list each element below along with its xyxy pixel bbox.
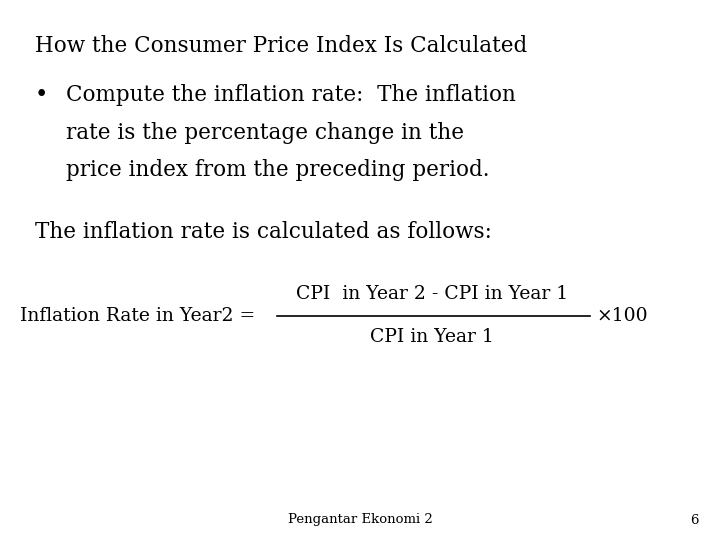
Text: Pengantar Ekonomi 2: Pengantar Ekonomi 2 bbox=[287, 514, 433, 526]
Text: CPI  in Year 2 - CPI in Year 1: CPI in Year 2 - CPI in Year 1 bbox=[296, 285, 568, 303]
Text: ×100: ×100 bbox=[596, 307, 648, 325]
Text: The inflation rate is calculated as follows:: The inflation rate is calculated as foll… bbox=[35, 221, 492, 244]
Text: Compute the inflation rate:  The inflation: Compute the inflation rate: The inflatio… bbox=[66, 84, 516, 106]
Text: 6: 6 bbox=[690, 514, 698, 526]
Text: price index from the preceding period.: price index from the preceding period. bbox=[66, 159, 490, 181]
Text: Inflation Rate in Year2 =: Inflation Rate in Year2 = bbox=[20, 307, 256, 325]
Text: •: • bbox=[35, 84, 48, 106]
Text: rate is the percentage change in the: rate is the percentage change in the bbox=[66, 122, 464, 144]
Text: CPI in Year 1: CPI in Year 1 bbox=[370, 328, 494, 347]
Text: How the Consumer Price Index Is Calculated: How the Consumer Price Index Is Calculat… bbox=[35, 35, 527, 57]
